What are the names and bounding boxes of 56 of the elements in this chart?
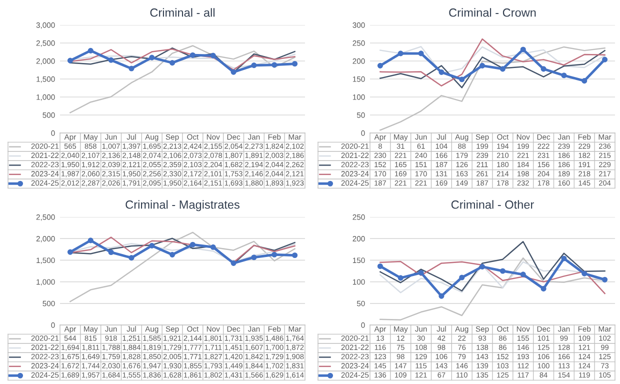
point (377, 263, 383, 270)
point (602, 276, 608, 282)
point (210, 244, 216, 250)
point (582, 78, 588, 84)
line-series (70, 45, 296, 114)
chart-title: Criminal - Magistrates (126, 200, 240, 212)
point (170, 252, 176, 258)
point (459, 76, 465, 82)
point (377, 62, 383, 68)
line-series (380, 38, 606, 86)
chart-title: Criminal - all (150, 8, 215, 17)
point (230, 260, 236, 266)
point (108, 57, 114, 63)
point (128, 255, 134, 261)
chart-title: Criminal - Crown (449, 8, 536, 17)
point (170, 60, 176, 66)
point (582, 270, 588, 276)
point (480, 264, 486, 270)
point (190, 52, 196, 58)
point (500, 268, 506, 274)
point (438, 69, 444, 75)
point (292, 60, 298, 67)
point (398, 275, 404, 281)
point (480, 62, 486, 68)
point (418, 270, 424, 276)
line-series (380, 241, 606, 292)
point (88, 48, 94, 54)
point (418, 50, 424, 56)
point (561, 256, 567, 262)
point (540, 66, 546, 72)
point (251, 254, 257, 260)
point (128, 66, 134, 72)
line-series (70, 232, 296, 302)
point (251, 62, 257, 68)
point (272, 252, 278, 258)
point (88, 238, 94, 244)
point (520, 46, 526, 52)
point (67, 58, 73, 64)
point (108, 249, 114, 256)
point (149, 242, 155, 248)
point (210, 52, 216, 58)
point (540, 286, 546, 292)
point (438, 293, 444, 299)
point (520, 272, 526, 278)
point (149, 54, 155, 60)
point (272, 62, 278, 68)
point (500, 66, 506, 72)
point (292, 252, 298, 258)
point (561, 72, 567, 78)
point (459, 274, 465, 280)
chart-title: Criminal - Other (451, 200, 534, 209)
point (398, 50, 404, 56)
point (190, 242, 196, 248)
point (602, 56, 608, 62)
point (230, 69, 236, 75)
point (67, 249, 73, 255)
